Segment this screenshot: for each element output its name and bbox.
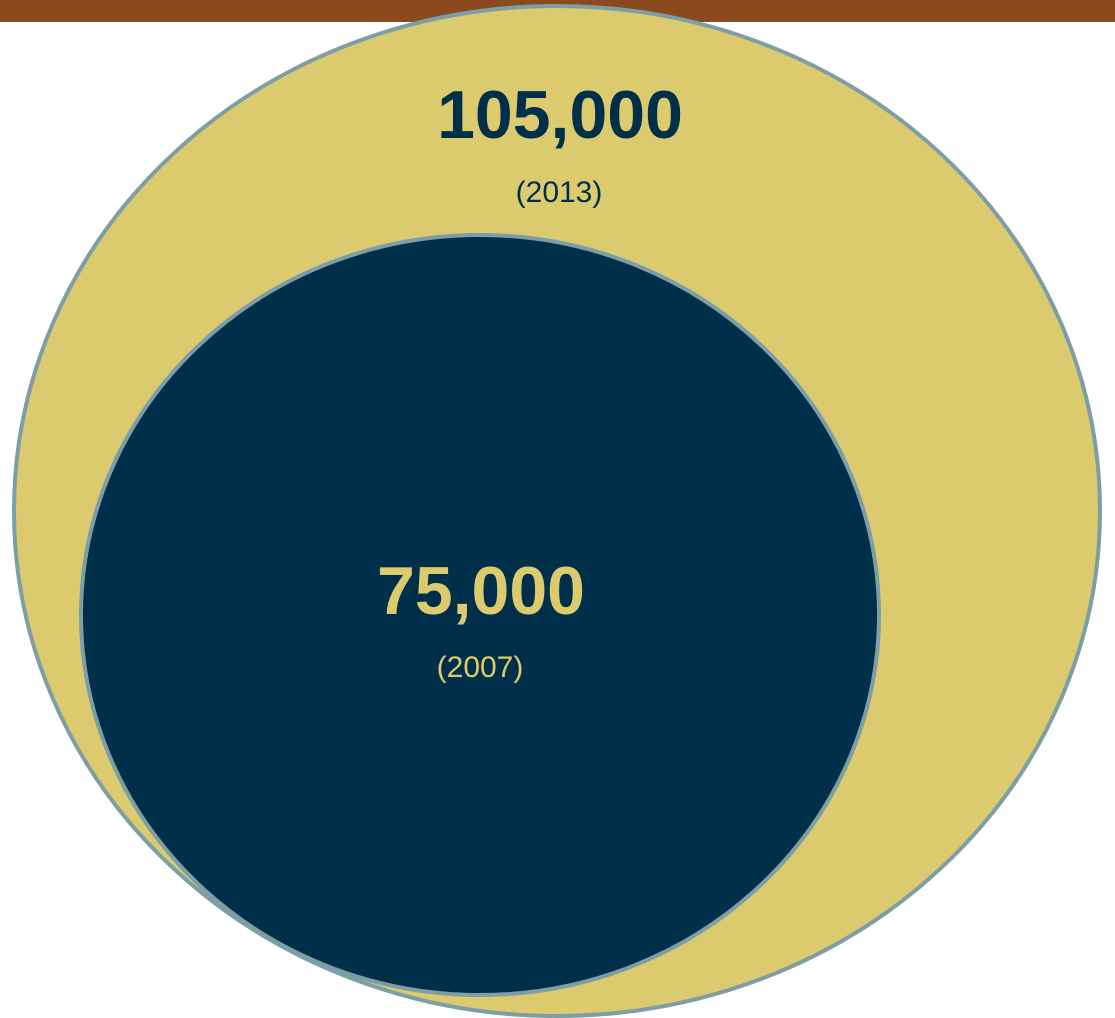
bubble-2007-shape xyxy=(79,233,881,997)
bubble-2013-value: 105,000 xyxy=(437,77,683,153)
bubble-2007-year: (2007) xyxy=(437,651,524,684)
bubble-2007-value: 75,000 xyxy=(377,553,585,629)
bubble-2013-year: (2013) xyxy=(516,176,603,209)
bubble-2007: 75,000 (2007) xyxy=(79,233,881,997)
